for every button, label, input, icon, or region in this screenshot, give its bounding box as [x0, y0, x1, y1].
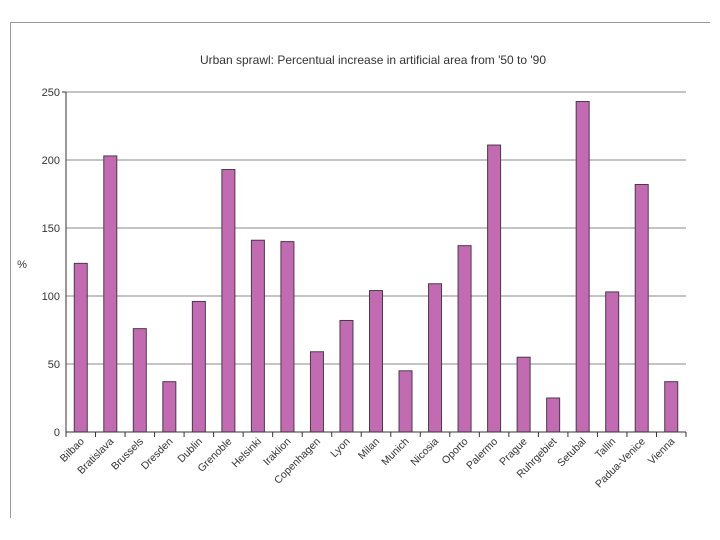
x-tick-label: Brussels	[109, 436, 146, 473]
x-tick-label: Helsinki	[230, 436, 264, 470]
bar-prague	[516, 356, 531, 433]
x-tick-label: Dresden	[139, 436, 176, 473]
bar-milan	[369, 290, 383, 433]
frame-top-border	[10, 22, 710, 23]
axes	[62, 91, 687, 437]
y-tick-labels: 0 50 100 150 200 250	[42, 87, 60, 439]
bar-palermo	[487, 144, 502, 433]
bar-vienna	[664, 381, 679, 433]
x-tick-label: Tallin	[593, 436, 619, 462]
x-tick-label: Milan	[356, 436, 382, 462]
x-tick-label: Setubal	[555, 436, 589, 470]
bar-brussels	[132, 328, 147, 433]
y-tick-label: 0	[54, 427, 60, 439]
bar-iraklion	[280, 241, 295, 433]
bar-padua-venice	[634, 183, 649, 433]
bar-oporto	[457, 245, 472, 433]
x-tick-label: Munich	[379, 436, 412, 469]
bars	[73, 101, 679, 433]
bar-munich	[398, 370, 413, 433]
x-tick-label: Nicosia	[408, 436, 441, 469]
bar-grenoble	[221, 169, 236, 433]
y-tick-label: 250	[42, 87, 60, 99]
x-tick-label: Vienna	[646, 436, 678, 468]
bar-setubal	[575, 101, 590, 433]
y-tick-label: 50	[48, 359, 60, 371]
x-tick-label: Lyon	[328, 436, 352, 460]
y-axis-label: %	[17, 259, 27, 271]
bar-helsinki	[250, 239, 265, 433]
y-tick-label: 200	[42, 155, 60, 167]
bar-dublin	[191, 300, 206, 433]
bar-nicosia	[428, 283, 443, 433]
bar-dresden	[162, 381, 177, 433]
chart-title: Urban sprawl: Percentual increase in art…	[200, 53, 546, 67]
x-tick-label: Palermo	[464, 436, 500, 472]
frame-left-border	[10, 22, 11, 518]
bar-ruhrgebiet	[546, 397, 561, 433]
bar-copenhagen	[309, 351, 324, 433]
bar-bilbao	[73, 262, 88, 433]
bar-lyon	[339, 319, 354, 433]
y-tick-label: 150	[42, 223, 60, 235]
bar-tallin	[605, 291, 620, 433]
bar-bratislava	[103, 155, 118, 433]
y-tick-label: 100	[42, 291, 60, 303]
